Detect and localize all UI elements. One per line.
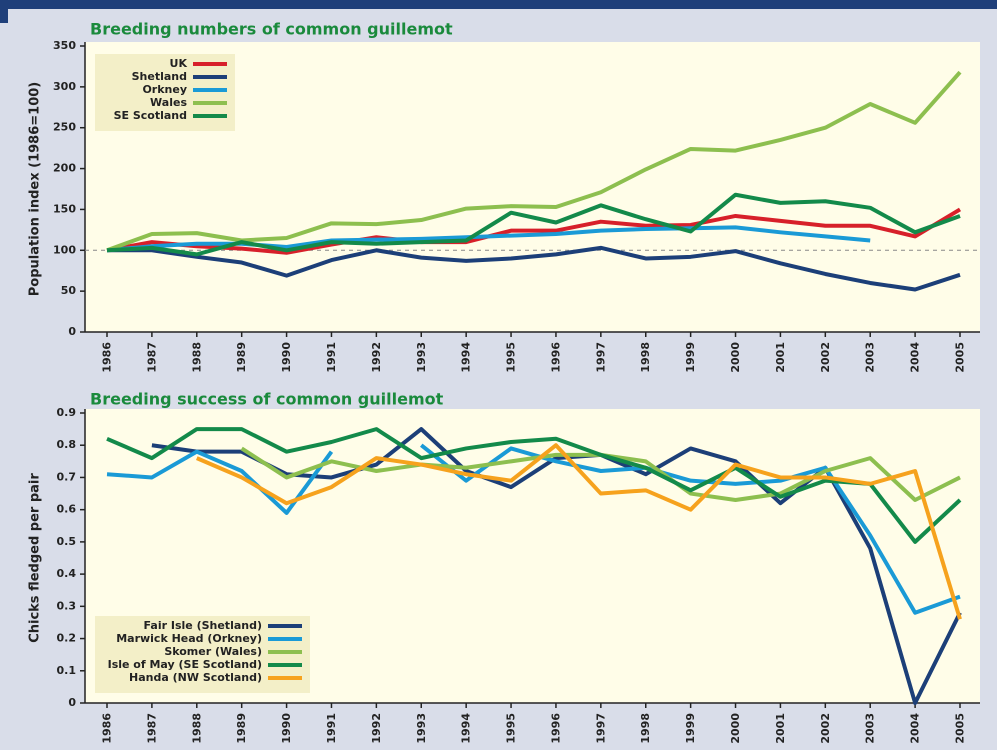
legend-label: Handa (NW Scotland) [129, 671, 262, 684]
legend-label: Orkney [142, 83, 187, 96]
y-tick-label: 150 [53, 202, 76, 215]
y-tick-label: 350 [53, 39, 76, 52]
x-tick-label: 1988 [190, 713, 203, 744]
series-line [106, 70, 962, 253]
x-tick-label: 2005 [954, 713, 967, 744]
y-tick-label: 0.2 [57, 632, 77, 645]
y-axis-label: Chicks fledged per pair [28, 473, 43, 643]
legend-label: Marwick Head (Orkney) [116, 632, 262, 645]
y-tick-label: 100 [53, 243, 76, 256]
x-tick-label: 1996 [549, 342, 562, 373]
legend-label: SE Scotland [114, 109, 187, 122]
chart-title: Breeding numbers of common guillemot [90, 20, 453, 39]
chart-title: Breeding success of common guillemot [90, 390, 444, 409]
x-tick-label: 1986 [101, 342, 114, 373]
x-tick-label: 1991 [325, 713, 338, 744]
y-tick-label: 0.4 [57, 567, 77, 580]
y-axis-label: Population index (1986=100) [28, 82, 43, 296]
y-tick-label: 0 [68, 696, 76, 709]
x-tick-label: 2002 [819, 713, 832, 744]
x-tick-label: 2000 [729, 713, 742, 744]
y-tick-label: 0.8 [57, 438, 77, 451]
x-tick-label: 1986 [101, 713, 114, 744]
x-tick-label: 2001 [774, 342, 787, 373]
y-tick-label: 0.9 [57, 406, 77, 419]
x-tick-label: 1988 [190, 342, 203, 373]
x-tick-label: 1992 [370, 713, 383, 744]
top-bar [0, 0, 997, 9]
x-tick-label: 1989 [235, 342, 248, 373]
x-tick-label: 1992 [370, 342, 383, 373]
x-tick-label: 1996 [549, 713, 562, 744]
x-tick-label: 1994 [460, 713, 473, 744]
y-tick-label: 0.1 [57, 664, 77, 677]
legend-label: Wales [150, 96, 187, 109]
x-tick-label: 1991 [325, 342, 338, 373]
y-tick-label: 50 [61, 284, 77, 297]
legend-label: UK [170, 57, 188, 70]
x-tick-label: 1997 [594, 713, 607, 744]
series-line [107, 245, 961, 292]
y-tick-label: 0 [68, 325, 76, 338]
x-tick-label: 1994 [460, 342, 473, 373]
series-line [106, 207, 962, 255]
legend-box [95, 54, 235, 131]
x-tick-label: 2002 [819, 342, 832, 373]
y-tick-label: 0.5 [57, 535, 77, 548]
x-tick-label: 1989 [235, 713, 248, 744]
x-tick-label: 1999 [684, 342, 697, 373]
x-tick-label: 1998 [639, 713, 652, 744]
series-line [106, 443, 961, 615]
y-tick-label: 300 [53, 80, 76, 93]
y-tick-label: 0.6 [57, 503, 77, 516]
x-tick-label: 2003 [864, 342, 877, 373]
legend-box [95, 616, 310, 693]
y-tick-label: 0.7 [57, 470, 77, 483]
series-line [195, 443, 962, 620]
x-tick-label: 1995 [505, 713, 518, 744]
x-tick-label: 1999 [684, 713, 697, 744]
x-tick-label: 1997 [594, 342, 607, 373]
x-tick-label: 2003 [864, 713, 877, 744]
x-tick-label: 2005 [954, 342, 967, 373]
y-tick-label: 250 [53, 121, 76, 134]
x-tick-label: 2001 [774, 713, 787, 744]
x-tick-label: 1995 [505, 342, 518, 373]
x-tick-label: 2004 [909, 713, 922, 744]
x-tick-label: 2004 [909, 342, 922, 373]
x-tick-label: 1990 [280, 713, 293, 744]
x-tick-label: 1987 [145, 713, 158, 744]
x-tick-label: 2000 [729, 342, 742, 373]
y-tick-label: 0.3 [57, 599, 77, 612]
x-tick-label: 1990 [280, 342, 293, 373]
x-tick-label: 1993 [415, 342, 428, 373]
x-tick-label: 1998 [639, 342, 652, 373]
y-tick-label: 200 [53, 162, 76, 175]
series-line [106, 427, 962, 544]
x-tick-label: 1987 [145, 342, 158, 373]
x-tick-label: 1993 [415, 713, 428, 744]
series-line [106, 192, 961, 257]
legend-label: Isle of May (SE Scotland) [108, 658, 262, 671]
corner-tab [0, 9, 8, 23]
legend-label: Fair Isle (Shetland) [144, 619, 262, 632]
legend-label: Skomer (Wales) [164, 645, 262, 658]
legend-label: Shetland [132, 70, 187, 83]
